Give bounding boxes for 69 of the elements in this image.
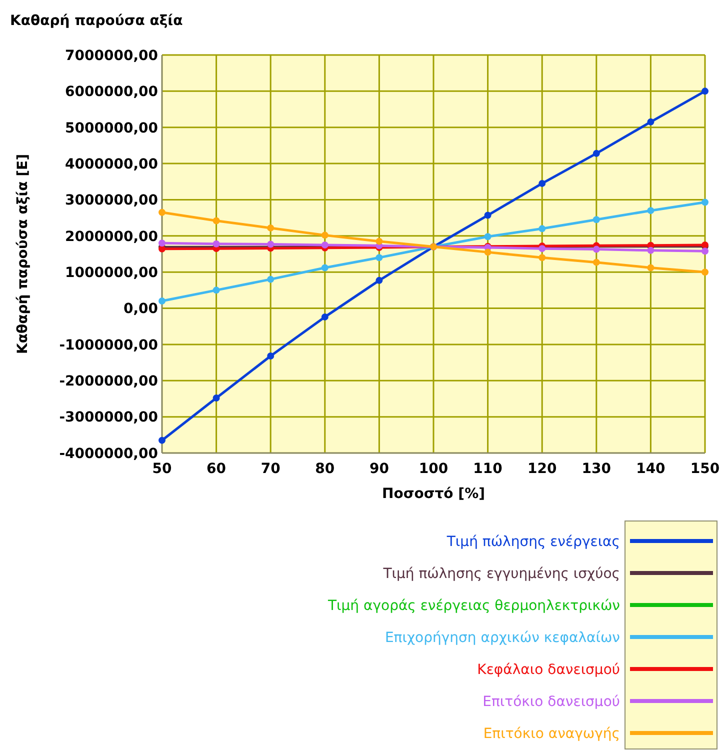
x-tick-label: 50 <box>152 461 172 477</box>
x-axis-title: Ποσοστό [%] <box>382 486 486 502</box>
y-tick-label: 3000000,00 <box>65 192 158 209</box>
point <box>538 180 546 187</box>
text: Επιτόκιο δανεισμού <box>482 694 620 710</box>
chart-title: Καθαρή παρούσα αξία <box>10 13 184 29</box>
text: Κεφάλαιο δανεισμού <box>477 662 620 678</box>
point <box>267 240 274 248</box>
point <box>538 254 546 262</box>
y-tick-label: -2000000,00 <box>59 374 158 390</box>
point <box>702 268 708 276</box>
point <box>592 258 600 266</box>
x-tick-label: 90 <box>369 461 390 477</box>
y-tick-label: 2000000,00 <box>65 228 158 245</box>
point <box>321 232 328 239</box>
text: Επιχορήγηση αρχικών κεφαλαίων <box>384 630 620 646</box>
y-tick-label: -3000000,00 <box>59 410 158 426</box>
y-tick-label: 1000000,00 <box>65 264 158 281</box>
point <box>158 436 166 444</box>
x-tick-label: 140 <box>636 461 666 477</box>
point <box>647 118 654 126</box>
point <box>376 238 383 245</box>
x-tick-label: 120 <box>527 461 557 477</box>
point <box>212 240 220 248</box>
point <box>376 276 383 284</box>
point <box>212 217 220 224</box>
y-tick-label: 0,00 <box>123 301 158 318</box>
point <box>321 264 328 272</box>
point <box>592 216 600 224</box>
y-tick-label: -4000000,00 <box>59 446 158 462</box>
point <box>484 212 492 219</box>
y-tick-label: 6000000,00 <box>65 84 158 100</box>
x-tick-label: 80 <box>315 461 335 477</box>
point <box>647 246 654 254</box>
x-tick-label: 100 <box>418 461 448 477</box>
point <box>702 198 708 206</box>
point <box>647 264 654 272</box>
y-tick-label: 5000000,00 <box>65 120 158 136</box>
point <box>592 150 600 157</box>
point <box>484 233 492 240</box>
text: Τιμή πώλησης εγγυημένης ισχύος <box>382 566 620 582</box>
point <box>212 394 220 402</box>
point <box>592 246 600 253</box>
point <box>538 225 546 232</box>
point <box>267 352 274 360</box>
y-tick-label: -1000000,00 <box>59 337 158 354</box>
x-tick-label: 60 <box>206 461 226 477</box>
x-tick-label: 70 <box>260 461 281 477</box>
point <box>267 276 274 283</box>
text: Τιμή πώλησης ενέργειας <box>446 534 620 550</box>
x-tick-label: 110 <box>473 461 503 477</box>
point <box>647 207 654 214</box>
point <box>158 298 166 305</box>
point <box>158 240 166 247</box>
x-tick-label: 130 <box>582 461 612 477</box>
y-tick-label: 4000000,00 <box>65 156 158 172</box>
point <box>158 208 166 216</box>
point <box>702 248 708 255</box>
point <box>212 286 220 294</box>
legend-label: Τιμή αγοράς ενέργειας θερμοηλεκτρικών <box>326 598 620 614</box>
text: Επιτόκιο αναγωγής <box>483 726 620 742</box>
y-axis-title: Καθαρή παρούσα αξία [E] <box>15 154 31 354</box>
x-tick-label: 150 <box>690 461 720 477</box>
point <box>376 254 383 262</box>
point <box>267 224 274 232</box>
point <box>484 248 492 256</box>
point <box>702 88 708 95</box>
point <box>321 313 328 320</box>
y-tick-label: 7000000,00 <box>65 48 158 64</box>
